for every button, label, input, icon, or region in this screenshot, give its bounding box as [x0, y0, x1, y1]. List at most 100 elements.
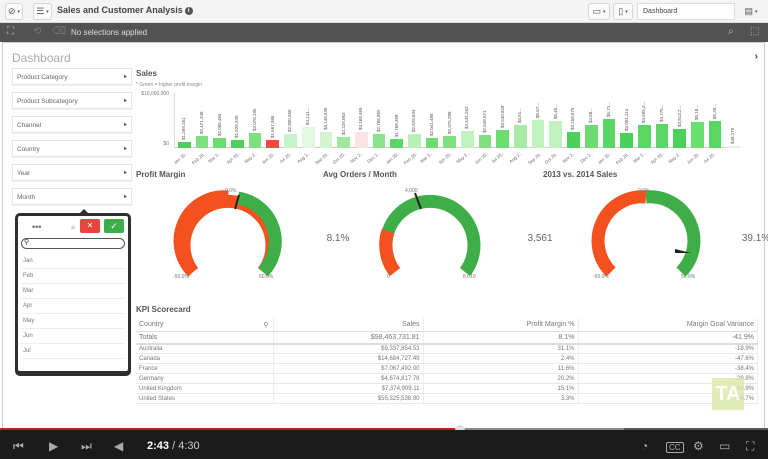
sales-bar[interactable]: $2,800,566 [284, 109, 297, 148]
x-axis-tick-label: Mar 2.. [419, 151, 434, 164]
listbox-search-input[interactable] [21, 238, 125, 249]
sales-bar[interactable]: $5,67... [531, 103, 545, 148]
clear-all-icon[interactable]: ⌫ [52, 26, 67, 37]
sales-bar[interactable]: $5,18... [690, 105, 704, 148]
sales-bar[interactable]: $3,146,636 [319, 108, 333, 148]
mobile-icon: ▯ [618, 6, 624, 16]
column-header-margin-goal-variance[interactable]: Margin Goal Variance [578, 318, 758, 332]
global-menu-button[interactable]: ☰ ▾ [33, 3, 52, 20]
info-icon[interactable]: i [184, 7, 193, 15]
sales-chart-title: Sales [136, 69, 157, 78]
gauge-mid-label: 0.0% [638, 188, 650, 194]
table-row[interactable]: United States $55,325,538.90 3.3% -46.7% [136, 393, 758, 404]
sales-bar[interactable]: $1,269,181 [178, 117, 191, 148]
sales-bar[interactable]: $4,141... [301, 108, 315, 148]
filter-month[interactable]: Month ▸ [12, 188, 132, 205]
sales-bar[interactable]: $3,813,2... [673, 106, 686, 148]
sales-bar[interactable]: $4,61... [514, 108, 527, 148]
chevron-right-icon: ▸ [123, 170, 127, 176]
column-header-profit-margin[interactable]: Profit Margin % [423, 318, 579, 332]
sales-bar[interactable]: $1,667,986 [266, 115, 280, 148]
next-sheet-icon[interactable]: › [754, 51, 758, 62]
filter-country[interactable]: Country ▸ [12, 140, 132, 157]
sales-bar[interactable]: $1,528,349 [231, 116, 244, 148]
table-row[interactable]: United Kingdom $7,374,909.11 15.1% -34.9% [136, 383, 758, 394]
list-item[interactable]: Mar [21, 284, 125, 299]
sales-bar[interactable]: $2,471,348 [195, 111, 209, 148]
list-item[interactable]: May [21, 314, 125, 329]
filter-channel[interactable]: Channel ▸ [12, 116, 132, 133]
sales-bar[interactable]: $2,375,288 [443, 112, 456, 148]
yoy-sales-gauge[interactable]: 39.1% 0.0% -50.0% 50.0% [591, 185, 768, 285]
filter-product-subcategory[interactable]: Product Subcategory ▸ [12, 92, 132, 109]
volume-icon[interactable]: ◀ [114, 439, 124, 453]
column-header-sales[interactable]: Sales [273, 318, 424, 332]
sales-bar[interactable]: $5,39... [708, 104, 722, 148]
settings-gear-icon[interactable]: ⚙ [693, 439, 704, 453]
sales-bar[interactable]: $2,876,634 [407, 109, 421, 148]
sales-bar[interactable]: $2,229,063 [337, 112, 350, 148]
search-icon[interactable]: ⚲ [263, 322, 269, 329]
sales-bar-chart[interactable]: $10,000,000 $0 $1,269,181 $2,471,348 $2,08… [136, 89, 746, 166]
sales-bar[interactable]: $4,695,2... [637, 101, 651, 148]
watch-later-icon[interactable]: ◔ [641, 439, 649, 453]
sales-bar[interactable]: $3,158,675 [567, 108, 580, 148]
avg-orders-gauge[interactable]: 3,561 4,000 0 8,610 [375, 185, 553, 285]
captions-icon[interactable]: CC [666, 442, 684, 453]
more-options-icon[interactable]: ••• [32, 222, 42, 232]
sheet-selector[interactable]: Dashboard [637, 3, 735, 20]
bar-value-label: $3,540,828 [499, 105, 505, 129]
present-button[interactable]: ▭ ▾ [588, 3, 610, 20]
column-header-country[interactable]: Country ⚲ [136, 318, 274, 332]
filter-product-category[interactable]: Product Category ▸ [12, 68, 132, 85]
sheets-button[interactable]: ▤ ▾ [744, 6, 758, 16]
sales-bar[interactable]: $3,540,828 [496, 106, 510, 148]
sales-bar[interactable]: $4,68... [584, 108, 598, 148]
table-row[interactable]: France $7,067,492.00 11.6% -38.4% [136, 363, 758, 374]
list-item[interactable]: Jul [21, 344, 125, 359]
previous-icon[interactable]: ⏮ [13, 439, 24, 453]
theater-mode-icon[interactable]: ▭ [719, 439, 731, 453]
sales-bar[interactable]: $2,085,484 [213, 113, 227, 148]
table-row[interactable]: Canada $14,684,727.49 2.4% -47.6% [136, 353, 758, 364]
sales-bar[interactable]: $2,041,488 [425, 113, 439, 148]
list-item[interactable]: Jun [21, 329, 125, 344]
step-back-icon[interactable]: ⟲ [33, 26, 42, 37]
plot-area [174, 93, 740, 148]
bar-value-label: $2,471,348 [199, 111, 205, 134]
close-icon: ✕ [86, 221, 94, 230]
smart-search-icon[interactable]: ⛶ [7, 26, 14, 37]
x-axis-tick-label: May 2.. [243, 151, 258, 165]
check-icon: ✓ [110, 221, 118, 231]
list-item[interactable]: Feb [21, 269, 125, 284]
sales-bar[interactable]: $3,168,469 [354, 108, 368, 148]
table-row[interactable]: Australia $9,337,854.53 31.1% -18.9% [136, 343, 758, 354]
navigation-menu-button[interactable]: ⊘ ▾ [5, 3, 23, 20]
x-axis-tick-label: Feb 20.. [402, 151, 419, 166]
fullscreen-icon[interactable]: ⛶ [746, 439, 755, 453]
list-item[interactable]: Apr [21, 299, 125, 314]
search-icon[interactable]: ⌕ [728, 26, 734, 37]
sales-bar[interactable]: $1,768,268 [390, 115, 403, 148]
top-toolbar: ⊘ ▾ ☰ ▾ Sales and Customer Analysis i ▭ ▾ ▯ ▾… [0, 0, 768, 23]
next-icon[interactable]: ⏭ [81, 439, 92, 453]
play-icon[interactable]: ▶ [49, 439, 59, 453]
sales-bar[interactable]: $3,434,262 [461, 106, 474, 148]
sales-bar[interactable]: $48,175 [726, 128, 739, 148]
table-row[interactable]: Germany $4,674,817.78 20.2% -29.8% [136, 373, 758, 384]
sales-bar[interactable]: $5,71... [602, 102, 616, 148]
selection-tool-icon[interactable]: ⬚ [750, 26, 760, 37]
sales-bar[interactable]: $5,45... [549, 104, 563, 148]
sales-bar[interactable]: $2,548,571 [478, 111, 492, 148]
sales-bar[interactable]: $4,775... [655, 105, 669, 148]
sales-bar[interactable]: $3,001,114 [620, 109, 633, 148]
lock-icon[interactable]: 🔒︎ [71, 222, 76, 231]
confirm-selection-button[interactable]: ✓ [104, 219, 124, 233]
sales-bar[interactable]: $2,766,869 [372, 110, 386, 148]
list-item[interactable]: Jan [21, 254, 125, 269]
profit-margin-gauge[interactable]: 8.1% 0.0% -50.0% 50.0% [173, 185, 349, 285]
device-button[interactable]: ▯ ▾ [613, 3, 633, 20]
filter-year[interactable]: Year ▸ [12, 164, 132, 181]
cancel-selection-button[interactable]: ✕ [80, 219, 100, 233]
sales-bar[interactable]: $3,076,195 [248, 108, 262, 148]
